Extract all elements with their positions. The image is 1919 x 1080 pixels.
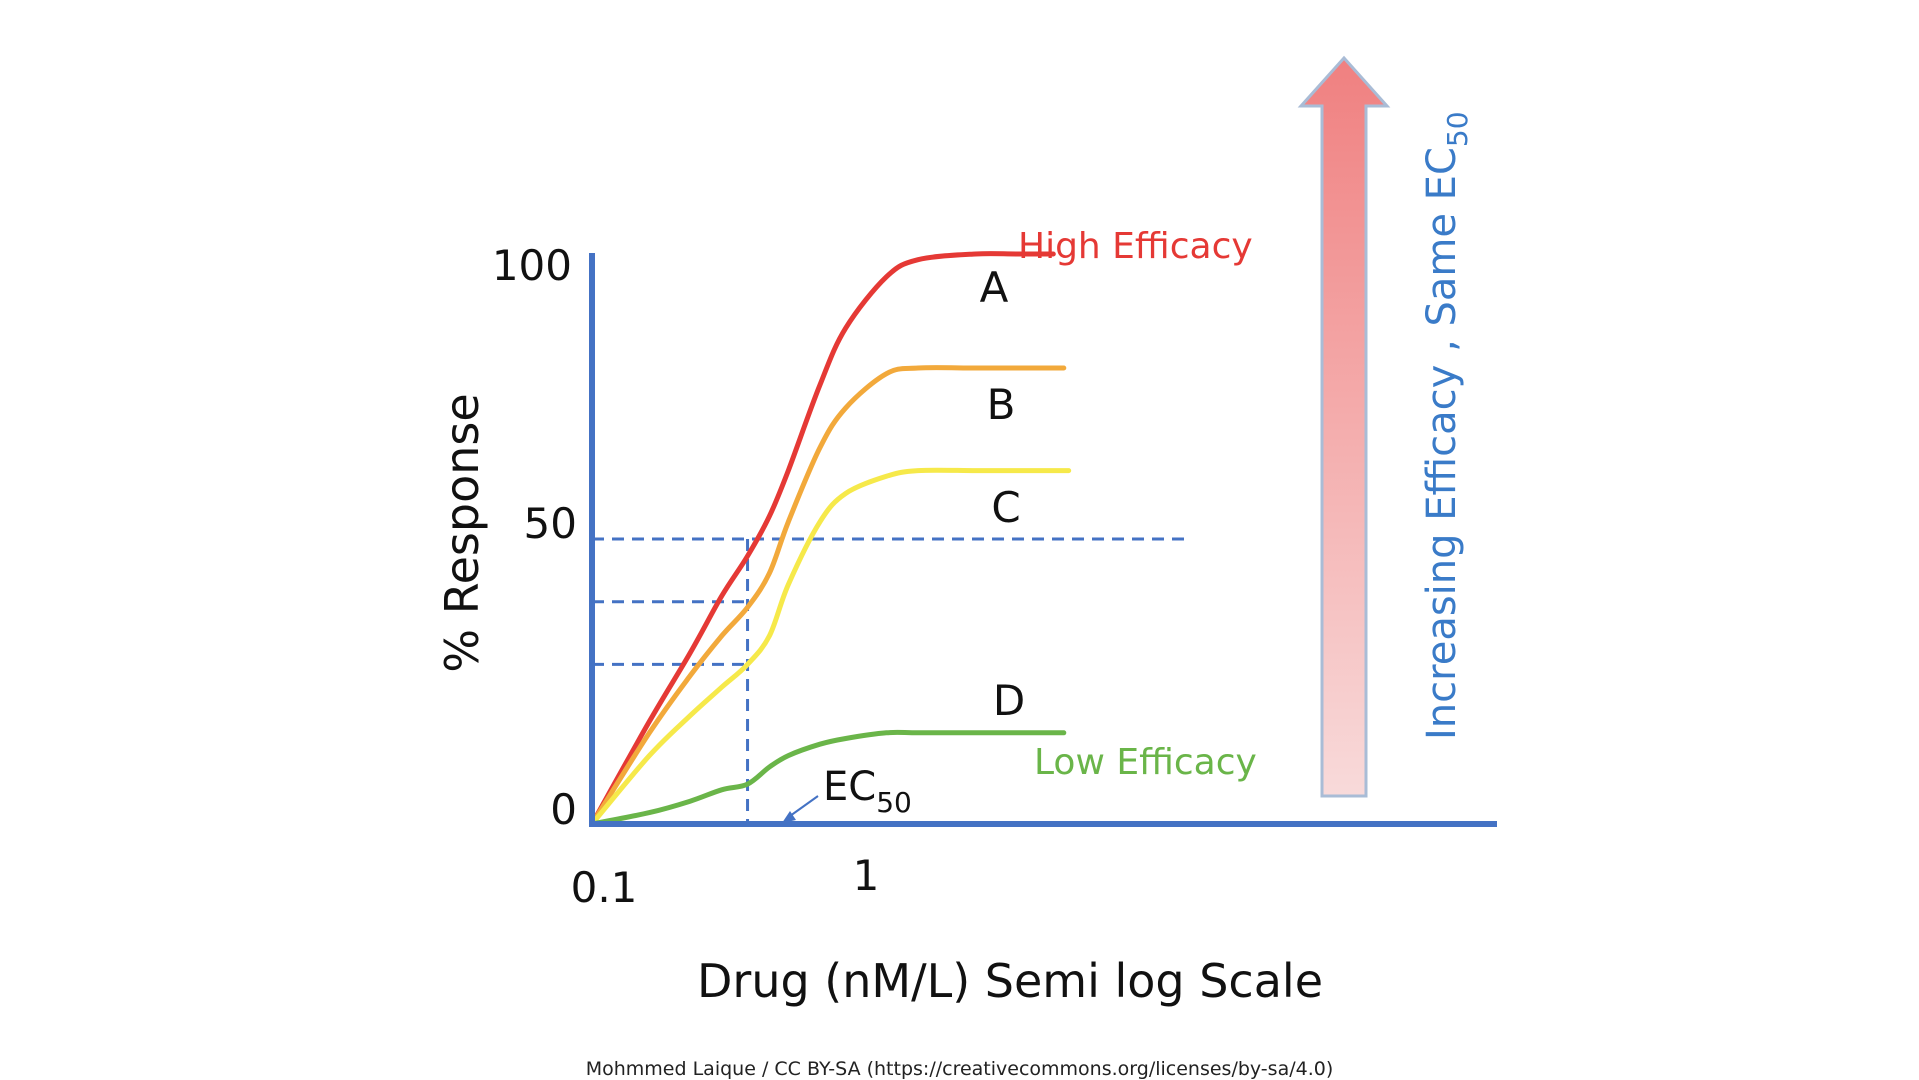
y-tick-0: 0 [550, 785, 577, 834]
series-line-a [589, 251, 1056, 827]
series-line-c [589, 467, 1072, 827]
ec50-label: EC50 [823, 764, 912, 819]
y-axis-label: % Response [435, 393, 489, 672]
credit-text: Mohmmed Laique / CC BY-SA (https://creat… [585, 1058, 1334, 1080]
ec50-pointer-head [782, 811, 796, 823]
reference-lines [592, 537, 1188, 824]
series-line-d [589, 729, 1067, 827]
arrow-label: Increasing Efficacy , Same EC50 [1419, 111, 1474, 740]
series-line-b [589, 365, 1067, 827]
y-tick-100: 100 [492, 241, 572, 290]
x-axis-label: Drug (nM/L) Semi log Scale [697, 954, 1323, 1008]
ec50-pointer [789, 795, 819, 817]
series-label-c: C [991, 483, 1020, 532]
increasing-efficacy-arrow [1297, 55, 1391, 798]
series-label-a: A [980, 263, 1009, 312]
y-tick-50: 50 [524, 499, 577, 548]
x-tick-1: 1 [853, 851, 880, 900]
series-label-b: B [987, 380, 1016, 429]
x-tick-0.1: 0.1 [571, 863, 638, 912]
low-efficacy-label: Low Efficacy [1034, 742, 1257, 783]
series-label-d: D [993, 676, 1025, 725]
series-curves [589, 251, 1072, 827]
high-efficacy-label: High Efficacy [1018, 226, 1253, 267]
